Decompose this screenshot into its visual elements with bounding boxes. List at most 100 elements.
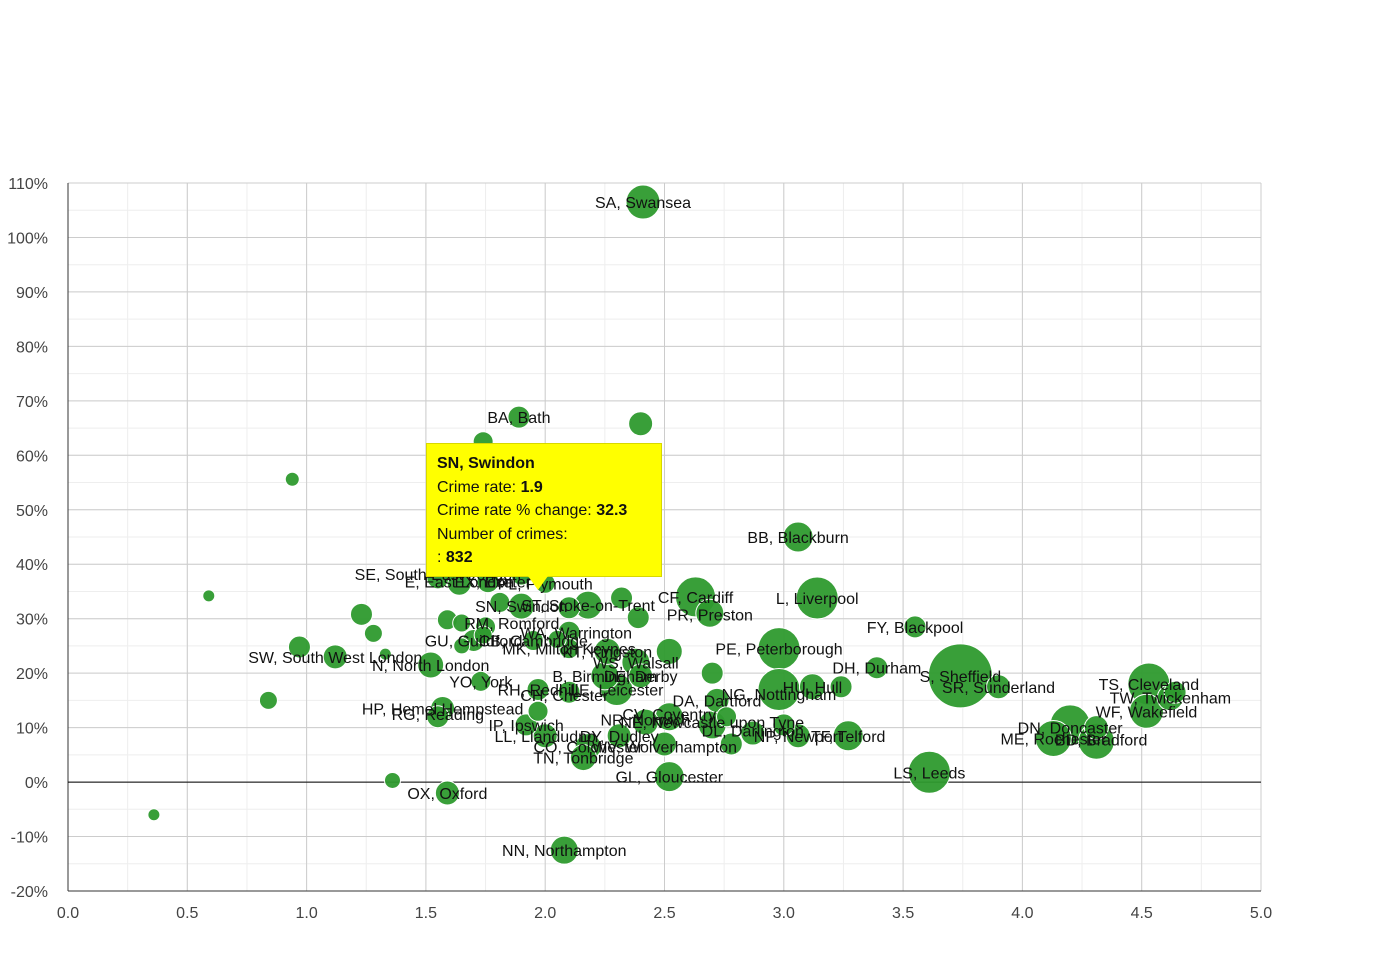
bubble[interactable]: [378, 647, 392, 661]
bubble-label: CO, Colchester: [533, 740, 643, 757]
bubble[interactable]: [383, 771, 401, 789]
bubble[interactable]: [417, 651, 445, 679]
x-tick-label: 5.0: [1250, 905, 1272, 922]
bubble[interactable]: [284, 471, 300, 487]
bubble[interactable]: [795, 576, 839, 620]
bubble[interactable]: [527, 700, 549, 722]
bubble[interactable]: [547, 629, 567, 649]
bubble[interactable]: [927, 643, 993, 709]
bubble[interactable]: [653, 761, 685, 793]
bubble[interactable]: [549, 835, 579, 865]
tooltip-crime-rate-label: Crime rate:: [437, 478, 521, 496]
bubble-label: HP, Hemel Hempstead: [362, 702, 524, 719]
bubble-label: WV, Wolverhampton: [592, 740, 737, 757]
tooltip-crimes-prefix: :: [437, 549, 446, 566]
bubble[interactable]: [202, 589, 216, 603]
bubble[interactable]: [772, 713, 796, 737]
bubble[interactable]: [986, 674, 1012, 700]
bubble-label: TN, Tonbridge: [533, 751, 633, 768]
bubble-label: DY, Dudley: [580, 729, 659, 746]
bubble-label: S, Sheffield: [920, 669, 1002, 686]
bubble[interactable]: [695, 598, 725, 628]
bubble-label: KT, Kingston: [562, 644, 652, 661]
bubble-label: BD, Bradford: [1055, 733, 1147, 750]
x-tick-label: 4.0: [1011, 905, 1033, 922]
bubble-label: LS, Leeds: [893, 765, 965, 782]
bubble-label: SN, Swindon: [475, 599, 568, 616]
bubble-label: FY, Blackpool: [867, 620, 964, 637]
bubble[interactable]: [1034, 720, 1072, 758]
bubble[interactable]: [532, 723, 558, 749]
bubble[interactable]: [557, 596, 581, 620]
bubble[interactable]: [452, 613, 472, 633]
bubble[interactable]: [652, 731, 677, 757]
bubble[interactable]: [903, 615, 927, 639]
bubble[interactable]: [434, 780, 460, 806]
bubble[interactable]: [606, 723, 632, 749]
x-tick-label: 3.0: [773, 905, 795, 922]
bubble-label: PR, Preston: [667, 607, 753, 624]
bubble[interactable]: [865, 656, 889, 680]
bubble[interactable]: [610, 586, 634, 610]
bubble[interactable]: [526, 677, 550, 701]
y-tick-label: 20%: [16, 666, 48, 683]
bubble-label: NP, Newport: [754, 729, 843, 746]
bubble[interactable]: [625, 184, 661, 220]
bubble[interactable]: [1083, 715, 1109, 741]
bubble[interactable]: [470, 670, 492, 692]
bubble[interactable]: [453, 637, 471, 655]
bubble-label: WS, Walsall: [593, 655, 679, 672]
bubble[interactable]: [593, 637, 621, 665]
bubble[interactable]: [489, 591, 511, 613]
bubble[interactable]: [507, 405, 531, 429]
bubble[interactable]: [426, 705, 450, 729]
bubble-label: SA, Swansea: [595, 195, 691, 212]
bubble[interactable]: [782, 521, 814, 553]
bubble-label: RH, Redhill: [498, 682, 579, 699]
bubble[interactable]: [557, 680, 581, 704]
bubble[interactable]: [719, 732, 743, 756]
bubble[interactable]: [569, 744, 597, 772]
bubble[interactable]: [628, 411, 654, 437]
bubble[interactable]: [631, 708, 659, 736]
bubble[interactable]: [522, 629, 544, 651]
bubble[interactable]: [700, 661, 724, 685]
bubble[interactable]: [832, 720, 864, 752]
bubble-label: DE, Derby: [604, 669, 678, 686]
tick-labels-group: 0.0 0.5 1.0 1.5 2.0 2.5 3.0 3.5 4.0 4.5 5.0 -20% -10…: [7, 176, 1272, 922]
tooltip-crime-rate-value: 1.9: [520, 478, 543, 496]
y-tick-label: -20%: [11, 884, 48, 901]
tooltip-change-label: Crime rate % change:: [437, 502, 597, 519]
bubble[interactable]: [322, 644, 348, 670]
bubble[interactable]: [349, 602, 373, 626]
bubble-label: TF, Telford: [811, 729, 885, 746]
x-tick-label: 3.5: [892, 905, 914, 922]
x-tick-label: 0.5: [176, 905, 198, 922]
y-tick-label: 0%: [25, 775, 48, 792]
bubble[interactable]: [798, 673, 826, 701]
bubble[interactable]: [473, 625, 493, 645]
bubble[interactable]: [740, 720, 766, 746]
bubble[interactable]: [628, 663, 654, 689]
bubble[interactable]: [716, 706, 738, 728]
y-tick-label: 70%: [16, 394, 48, 411]
bubble[interactable]: [258, 690, 278, 710]
y-tick-label: 40%: [16, 557, 48, 574]
y-tick-label: 80%: [16, 339, 48, 356]
bubble-label: L, Liverpool: [776, 591, 859, 608]
bubble[interactable]: [1128, 693, 1164, 729]
bubble[interactable]: [287, 635, 311, 659]
bubble-label: HU, Hull: [783, 680, 843, 697]
bubble[interactable]: [655, 637, 683, 665]
bubble[interactable]: [626, 606, 650, 630]
bubble-label: EX, Exeter: [454, 575, 531, 592]
bubble-label: MK, Milton Keynes: [502, 642, 635, 659]
bubble[interactable]: [907, 750, 951, 794]
bubble[interactable]: [363, 623, 383, 643]
bubble[interactable]: [829, 675, 853, 699]
bubble[interactable]: [1163, 680, 1187, 704]
bubble-label: TW, Twickenham: [1110, 691, 1232, 708]
bubble[interactable]: [147, 808, 161, 822]
